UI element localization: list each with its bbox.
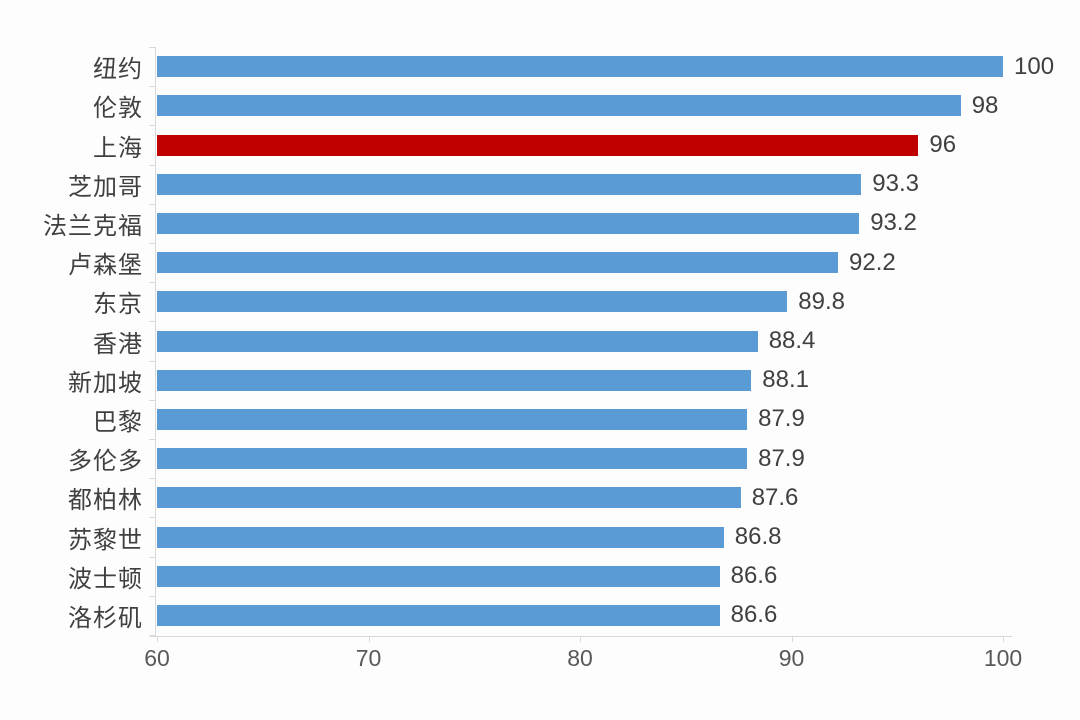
category-axis-tick xyxy=(149,556,155,558)
bar-value-label: 92.2 xyxy=(849,248,896,276)
bar xyxy=(157,526,724,548)
bar-row: 87.6 xyxy=(157,478,1080,517)
category-axis-tick xyxy=(149,635,155,636)
bar-row: 96 xyxy=(157,125,1080,164)
value-axis-line xyxy=(150,636,1012,637)
category-label: 纽约 xyxy=(93,56,143,84)
category-axis-tick xyxy=(149,399,155,401)
bar-row: 88.4 xyxy=(157,321,1080,360)
bar-row: 92.2 xyxy=(157,243,1080,282)
bar-row: 89.8 xyxy=(157,282,1080,321)
bar-highlight xyxy=(157,134,919,156)
category-label: 卢森堡 xyxy=(68,252,143,280)
category-axis-tick xyxy=(149,47,155,48)
value-axis-tick-label: 70 xyxy=(355,645,382,671)
category-label: 波士顿 xyxy=(68,565,143,593)
bar-row: 87.9 xyxy=(157,439,1080,478)
category-label: 东京 xyxy=(93,291,143,319)
bar-row: 86.6 xyxy=(157,557,1080,596)
bar-row: 93.2 xyxy=(157,204,1080,243)
value-axis-tick-label: 100 xyxy=(983,645,1023,671)
category-label: 巴黎 xyxy=(93,408,143,436)
bar xyxy=(157,330,758,352)
bar-value-label: 86.6 xyxy=(730,562,778,590)
bar xyxy=(157,369,752,391)
bar-value-label: 87.9 xyxy=(758,444,805,472)
bar-row: 86.8 xyxy=(157,517,1080,556)
category-axis-tick xyxy=(149,439,155,440)
category-label: 多伦多 xyxy=(68,448,143,476)
category-axis-tick xyxy=(149,164,155,166)
bar-value-label: 98 xyxy=(971,91,999,119)
value-axis-tick xyxy=(157,636,158,642)
bar xyxy=(157,604,720,626)
category-label: 上海 xyxy=(93,134,143,162)
category-axis-labels: 纽约伦敦上海芝加哥法兰克福卢森堡东京香港新加坡巴黎多伦多都柏林苏黎世波士顿洛杉矶 xyxy=(0,47,143,635)
value-axis-tick xyxy=(791,636,793,642)
category-label: 都柏林 xyxy=(68,487,143,515)
category-axis-tick xyxy=(149,86,155,88)
bar-value-label: 86.8 xyxy=(734,523,782,551)
bar-value-label: 86.6 xyxy=(730,601,778,629)
category-label: 芝加哥 xyxy=(68,173,143,201)
bar-value-label: 89.8 xyxy=(798,287,846,315)
bar-row: 88.1 xyxy=(157,361,1080,400)
bar xyxy=(157,565,720,587)
category-label: 苏黎世 xyxy=(68,526,143,554)
bar xyxy=(157,212,860,234)
value-axis-tick xyxy=(580,636,581,642)
bar xyxy=(157,95,961,117)
bar xyxy=(157,173,862,195)
bar-value-label: 96 xyxy=(929,131,957,158)
bar xyxy=(157,448,748,470)
bar-value-label: 88.4 xyxy=(768,327,816,355)
bar-value-label: 93.3 xyxy=(872,170,920,198)
bar xyxy=(157,291,788,313)
bar-row: 100 xyxy=(157,47,1080,86)
value-axis-tick-label: 80 xyxy=(567,645,593,671)
category-label: 香港 xyxy=(93,330,143,358)
category-axis-tick xyxy=(149,282,155,284)
bar-row: 86.6 xyxy=(157,596,1080,635)
category-label: 伦敦 xyxy=(93,95,143,123)
bar-value-label: 87.6 xyxy=(751,483,799,511)
bar xyxy=(157,487,741,509)
bar-value-label: 88.1 xyxy=(762,366,810,394)
category-axis-tick xyxy=(149,595,155,597)
bar-value-label: 100 xyxy=(1014,52,1055,80)
category-axis-tick xyxy=(149,478,155,480)
category-label: 洛杉矶 xyxy=(68,604,143,632)
value-axis-tick-label: 90 xyxy=(778,645,805,671)
bar-row: 87.9 xyxy=(157,400,1080,439)
bar-value-label: 93.2 xyxy=(870,209,917,237)
value-axis-tick-label: 60 xyxy=(144,645,170,671)
bar xyxy=(157,252,838,274)
bar-row: 98 xyxy=(157,86,1080,125)
bar xyxy=(157,56,1003,78)
value-axis-tick xyxy=(1003,636,1004,642)
category-axis-tick xyxy=(149,243,155,244)
category-axis-tick xyxy=(149,360,155,362)
value-axis-tick xyxy=(368,636,370,642)
category-label: 新加坡 xyxy=(68,369,143,397)
bar-value-label: 87.9 xyxy=(758,405,805,433)
plot-area: 100 98 96 93.3 93.2 92.2 89.8 88.4 88.1 87.9 87.9 8… xyxy=(157,47,1080,635)
category-label: 法兰克福 xyxy=(43,212,143,240)
category-axis-tick xyxy=(149,321,155,323)
category-axis-line xyxy=(155,47,156,636)
category-axis-tick xyxy=(149,517,155,519)
category-axis-tick xyxy=(149,203,155,205)
bar xyxy=(157,408,748,430)
category-axis-tick xyxy=(149,125,155,127)
bar-row: 93.3 xyxy=(157,165,1080,204)
